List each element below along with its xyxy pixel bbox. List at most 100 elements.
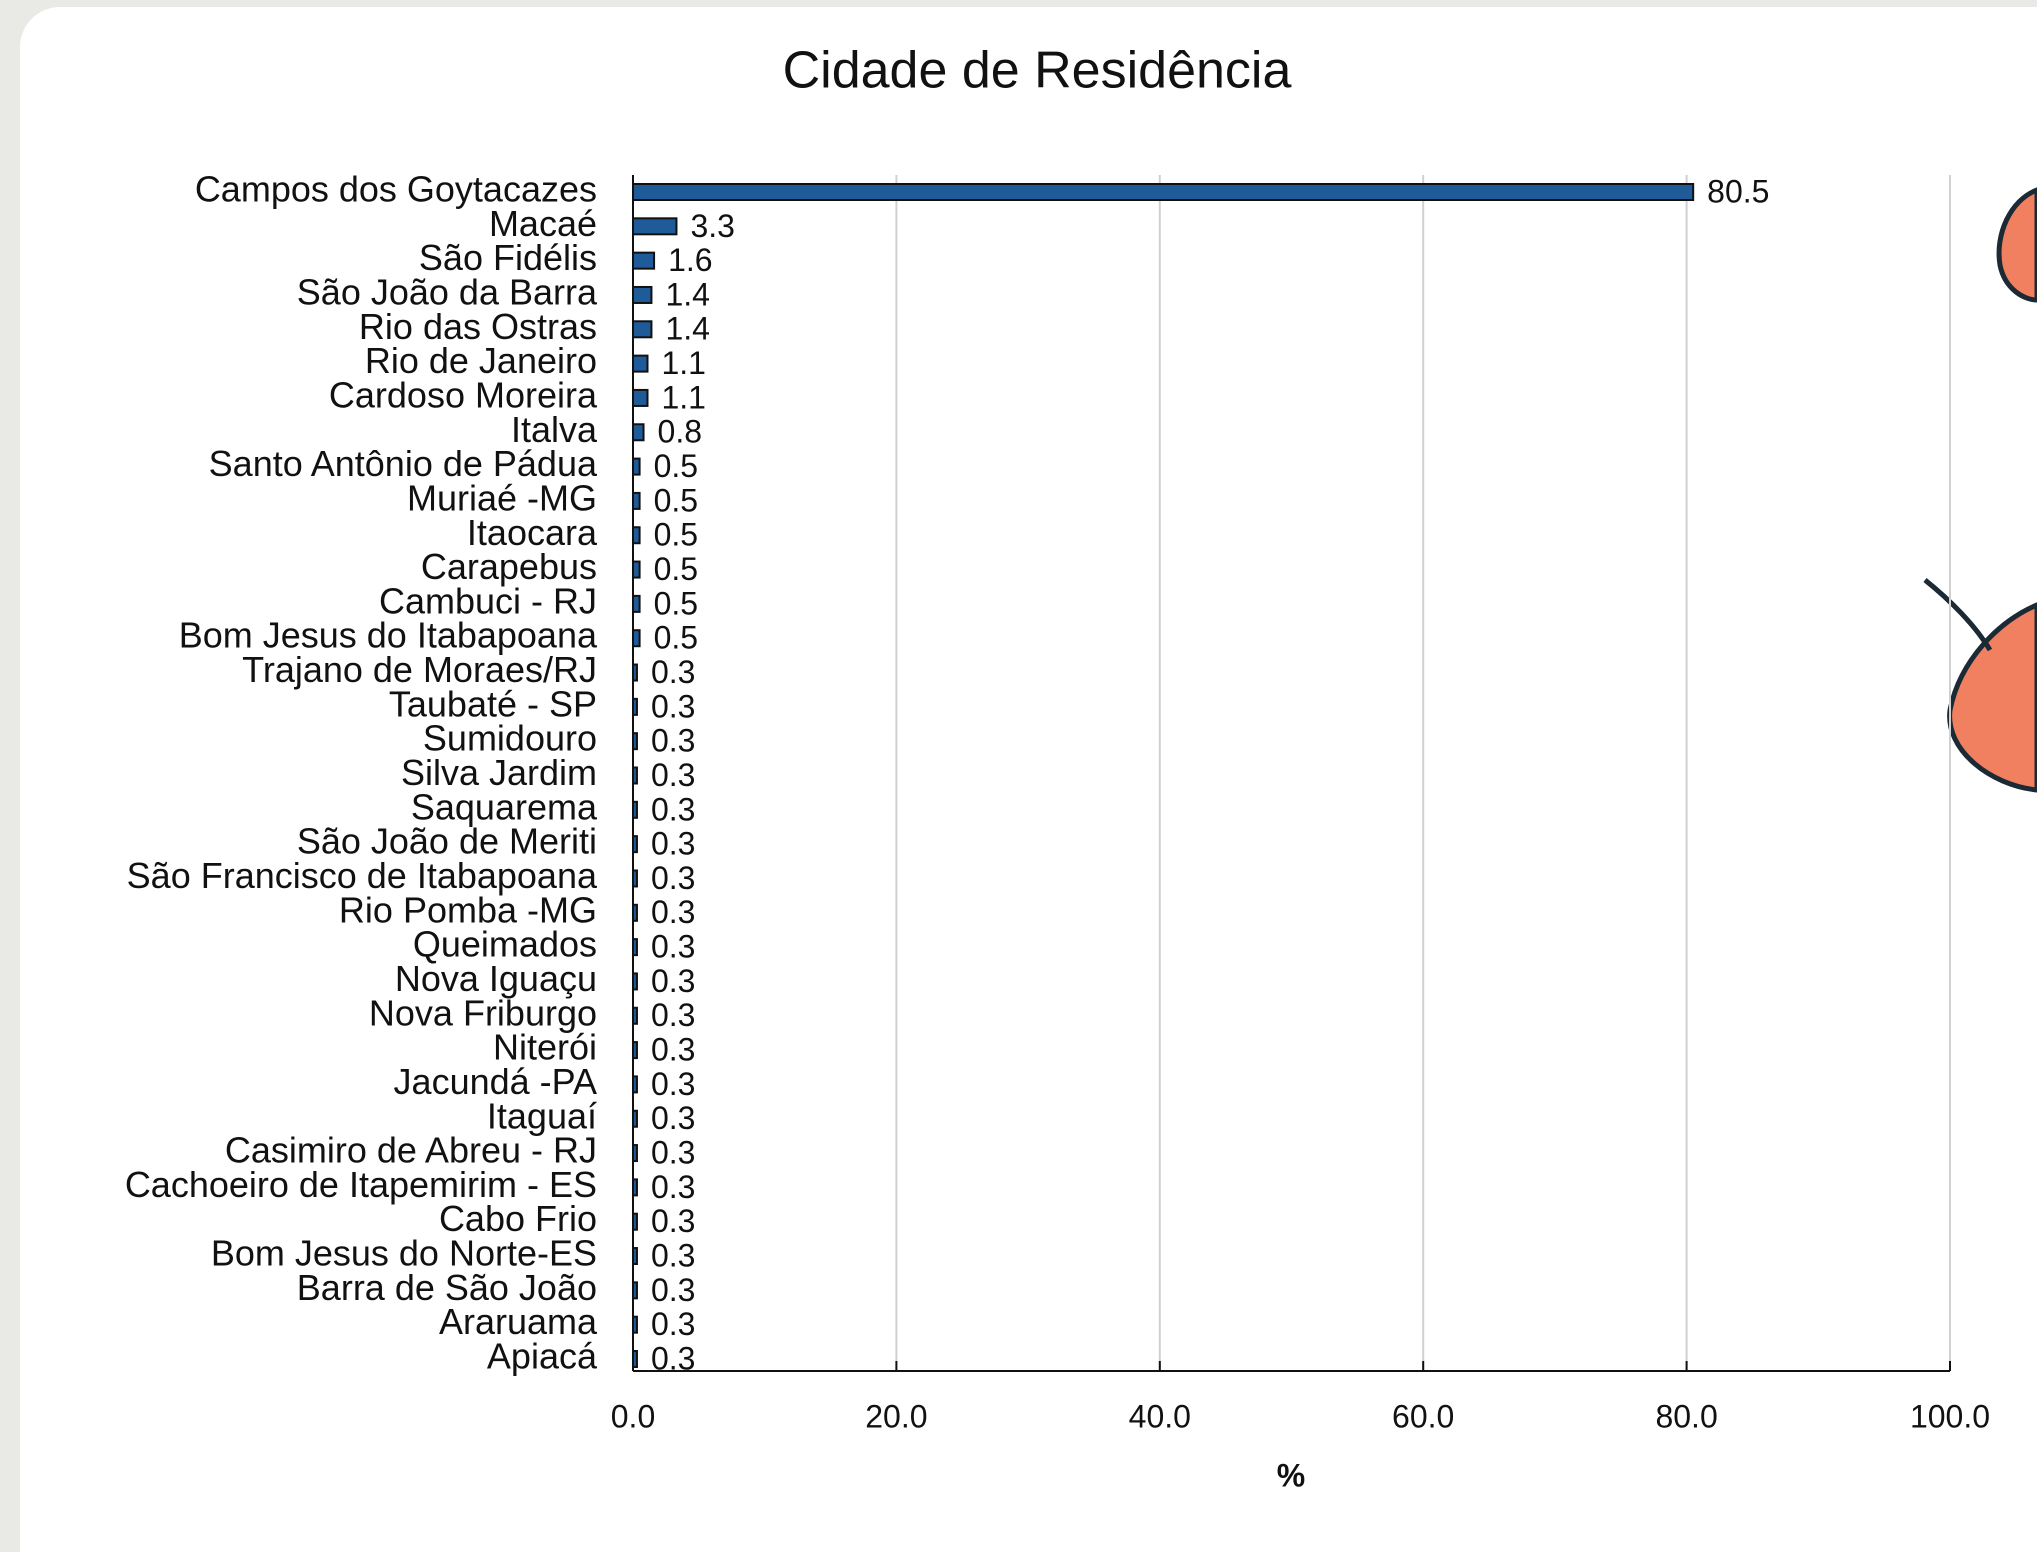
- value-label: 0.3: [651, 929, 695, 965]
- bar: [632, 388, 649, 407]
- y-tick-label: Saquarema: [411, 786, 598, 827]
- x-tick-label: 60.0: [1392, 1398, 1454, 1434]
- y-tick-label: Itaocara: [467, 512, 598, 553]
- chart-title: Cidade de Residência: [783, 42, 1292, 100]
- bar: [632, 1041, 638, 1060]
- y-tick-label: Silva Jardim: [401, 752, 597, 793]
- value-label: 0.3: [651, 1169, 695, 1205]
- x-tick-label: 80.0: [1655, 1398, 1717, 1434]
- value-label: 0.3: [651, 654, 695, 690]
- y-tick-label: Taubaté - SP: [389, 683, 597, 724]
- y-tick-label: São João da Barra: [297, 271, 598, 312]
- y-tick-label: Nova Friburgo: [369, 992, 597, 1033]
- y-tick-label: Cabo Frio: [439, 1198, 597, 1239]
- y-tick-label: Italva: [511, 409, 598, 450]
- value-label: 0.3: [651, 1100, 695, 1136]
- value-label: 0.5: [654, 517, 698, 553]
- y-tick-label: Rio Pomba -MG: [339, 889, 597, 930]
- bar: [632, 423, 645, 442]
- value-label: 1.6: [668, 242, 712, 278]
- value-label: 0.3: [651, 1306, 695, 1342]
- value-label: 0.3: [651, 1340, 695, 1376]
- y-tick-label: Casimiro de Abreu - RJ: [225, 1130, 597, 1171]
- bar: [632, 320, 653, 339]
- value-label: 0.3: [651, 1135, 695, 1171]
- bar: [632, 1109, 638, 1128]
- bar: [632, 1212, 638, 1231]
- value-label: 0.5: [654, 620, 698, 656]
- value-label: 0.3: [651, 1203, 695, 1239]
- bar: [632, 1075, 638, 1094]
- value-label: 0.3: [651, 1272, 695, 1308]
- value-label: 0.5: [654, 482, 698, 518]
- y-tick-label: Carapebus: [421, 546, 597, 587]
- y-tick-label: Nova Iguaçu: [395, 958, 597, 999]
- bar: [632, 594, 641, 613]
- y-tick-label: São Francisco de Itabapoana: [127, 855, 598, 896]
- value-label: 0.3: [651, 860, 695, 896]
- bar: [632, 1315, 638, 1334]
- y-tick-label: Queimados: [413, 924, 597, 965]
- value-label: 0.5: [654, 448, 698, 484]
- y-tick-label: Cardoso Moreira: [329, 374, 598, 415]
- bar: [632, 697, 638, 716]
- y-tick-label: Bom Jesus do Itabapoana: [179, 615, 598, 656]
- x-tick-label: 40.0: [1129, 1398, 1191, 1434]
- bar: [632, 491, 641, 510]
- y-tick-label: Trajano de Moraes/RJ: [242, 649, 597, 690]
- bar: [632, 217, 678, 236]
- bar: [632, 629, 641, 648]
- value-label: 3.3: [690, 208, 734, 244]
- y-tick-label: Santo Antônio de Pádua: [209, 443, 598, 484]
- y-tick-label: Campos dos Goytacazes: [195, 169, 597, 210]
- bar: [632, 526, 641, 545]
- y-tick-label: Muriaé -MG: [407, 477, 597, 518]
- value-label: 0.3: [651, 963, 695, 999]
- value-label: 0.5: [654, 585, 698, 621]
- bar: [632, 251, 656, 270]
- bar: [632, 1006, 638, 1025]
- value-label: 1.4: [665, 311, 709, 347]
- value-label: 1.1: [661, 345, 705, 381]
- bar: [632, 1144, 638, 1163]
- y-tick-label: Sumidouro: [423, 718, 597, 759]
- bar: [632, 972, 638, 991]
- bar: [632, 869, 638, 888]
- y-tick-label: Bom Jesus do Norte-ES: [211, 1233, 597, 1274]
- bar: [632, 835, 638, 854]
- y-tick-label: São Fidélis: [419, 237, 597, 278]
- x-tick-label: 0.0: [611, 1398, 655, 1434]
- y-tick-label: Jacundá -PA: [394, 1061, 597, 1102]
- bar: [632, 800, 638, 819]
- bar: [632, 732, 638, 751]
- value-label: 0.3: [651, 757, 695, 793]
- value-label: 0.3: [651, 826, 695, 862]
- y-tick-label: Itaguaí: [487, 1095, 597, 1136]
- y-tick-label: Cachoeiro de Itapemirim - ES: [125, 1164, 597, 1205]
- y-tick-label: Niterói: [493, 1027, 597, 1068]
- y-tick-label: Apiacá: [487, 1336, 598, 1377]
- value-label: 0.3: [651, 791, 695, 827]
- bar: [632, 183, 1695, 201]
- y-tick-label: Rio das Ostras: [359, 306, 597, 347]
- bar: [632, 1350, 638, 1368]
- y-tick-label: Macaé: [489, 203, 597, 244]
- bar: [632, 457, 641, 476]
- bar: [632, 766, 638, 785]
- x-tick-label: 100.0: [1910, 1398, 1990, 1434]
- value-label: 0.5: [654, 551, 698, 587]
- x-tick-label: 20.0: [865, 1398, 927, 1434]
- bar: [632, 1247, 638, 1266]
- bar: [632, 354, 649, 373]
- value-label: 1.4: [665, 276, 709, 312]
- bar: [632, 285, 653, 304]
- y-tick-label: Araruama: [439, 1301, 598, 1342]
- bar: [632, 938, 638, 957]
- bar: [632, 1178, 638, 1197]
- bar: [632, 1281, 638, 1300]
- value-label: 0.3: [651, 1066, 695, 1102]
- y-tick-label: Rio de Janeiro: [365, 340, 597, 381]
- card: [20, 7, 2037, 1552]
